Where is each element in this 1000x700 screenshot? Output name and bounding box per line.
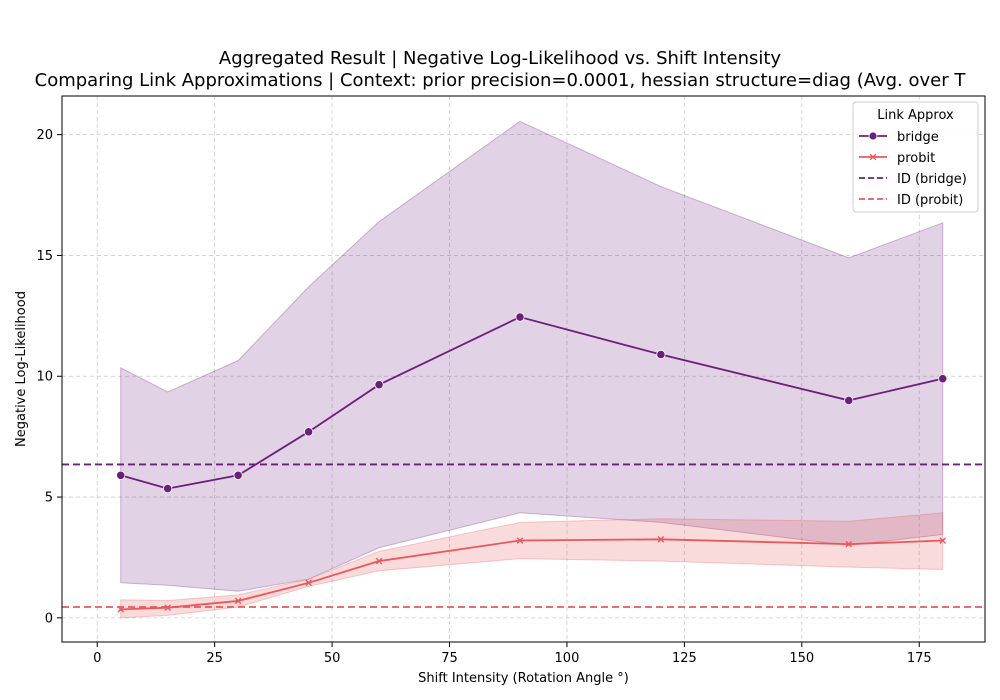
legend-entry-id-probit-: ID (probit) (859, 193, 963, 208)
point-bridge (938, 374, 948, 384)
x-axis-label: Shift Intensity (Rotation Angle °) (418, 671, 629, 686)
x-tick-label: 50 (324, 651, 341, 666)
legend-label: ID (probit) (897, 193, 963, 208)
legend-label: ID (bridge) (897, 172, 967, 187)
point-mark-stroke (375, 557, 383, 565)
legend-entry-probit: probit (859, 151, 935, 166)
point-mark-stroke (117, 606, 125, 613)
point-probit (845, 540, 853, 548)
point-mark-stroke (234, 597, 242, 605)
point-mark-stroke (164, 604, 171, 611)
point-probit (164, 604, 171, 611)
x-tick-label: 150 (789, 651, 814, 666)
x-tick-label: 25 (206, 651, 223, 666)
x-axis-ticks: 0 25 50 75 100 125 150 175 (93, 642, 932, 666)
point-probit (657, 536, 665, 543)
y-tick-label: 5 (45, 491, 53, 506)
point-bridge (515, 312, 525, 322)
legend-box (852, 101, 979, 213)
legend-marker (868, 131, 878, 141)
point-bridge (304, 427, 314, 437)
chart-title: Aggregated Result | Negative Log-Likelih… (218, 48, 782, 69)
band-bridge (120, 120, 944, 592)
x-tick-label: 0 (93, 651, 101, 666)
point-bridge (374, 380, 384, 390)
point-bridge (116, 470, 126, 480)
point-mark-stroke (516, 537, 524, 544)
point-mark-stroke (305, 579, 312, 587)
legend-title: Link Approx (877, 108, 954, 123)
plot-frame (61, 95, 986, 643)
point-bridge (233, 470, 243, 480)
point-bridge (656, 349, 666, 360)
point-mark-stroke (939, 537, 947, 544)
y-axis-ticks: 0 5 10 15 20 (36, 128, 62, 626)
point-bridge (163, 483, 173, 494)
y-axis-label: Negative Log-Likelihood (14, 291, 29, 447)
legend-entry-bridge: bridge (859, 130, 939, 145)
point-bridge (844, 395, 854, 406)
x-tick-label: 175 (907, 651, 932, 666)
point-probit (117, 606, 125, 613)
legend-marker (869, 153, 877, 161)
x-tick-label: 100 (555, 651, 580, 666)
grid (62, 96, 985, 642)
point-mark-stroke (657, 536, 665, 543)
y-tick-label: 15 (36, 249, 53, 264)
x-tick-label: 125 (672, 651, 697, 666)
point-probit (375, 557, 383, 565)
point-probit (305, 579, 312, 587)
point-mark-stroke (845, 540, 853, 548)
y-tick-label: 10 (36, 370, 53, 385)
y-tick-label: 20 (36, 128, 53, 143)
y-tick-label: 0 (45, 611, 53, 626)
legend-label: bridge (897, 130, 939, 145)
point-probit (234, 597, 242, 605)
point-probit (939, 537, 947, 544)
legend-label: probit (897, 151, 935, 166)
x-tick-label: 75 (441, 651, 458, 666)
legend-entry-id-bridge-: ID (bridge) (859, 172, 967, 187)
series-markers (116, 312, 948, 613)
chart-subtitle: Comparing Link Approximations | Context:… (34, 70, 966, 91)
point-probit (516, 537, 524, 544)
legend: Link Approx bridge probit ID (bridge) ID (pr… (852, 101, 979, 213)
